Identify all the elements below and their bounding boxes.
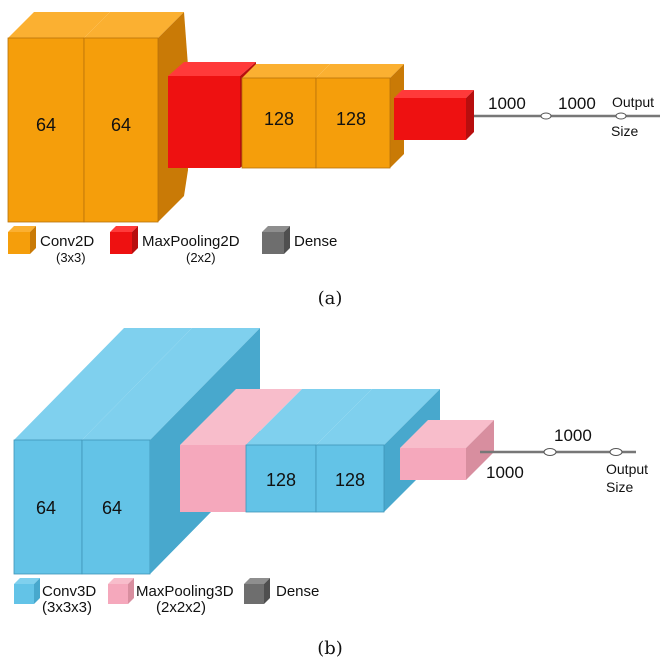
block-label-b-3: 128 (266, 470, 296, 490)
block-label-b-2: 64 (102, 498, 122, 518)
output-label-a-1: Output (612, 94, 654, 110)
conv2d-block-4: 128 (315, 64, 404, 169)
maxpool3d-block-2 (400, 420, 494, 480)
dense-label-b-2: 1000 (554, 426, 592, 445)
block-label-a-4: 128 (336, 109, 366, 129)
block-label-b-4: 128 (335, 470, 365, 490)
legend-b-sub-2: (2x2x2) (156, 599, 206, 616)
legend-a-sub-2: (2x2) (186, 250, 216, 265)
diagram-a: 64 64 128 128 (7, 12, 660, 309)
legend-a-label-1: Conv2D (40, 233, 94, 250)
legend-b: Conv3D (3x3x3) MaxPooling3D (2x2x2) Dens… (14, 578, 319, 616)
legend-dense-icon-b (244, 578, 270, 604)
diagram-b: 64 64 128 128 (13, 328, 648, 659)
conv2d-block-3: 128 (241, 64, 330, 169)
block-label-a-1: 64 (36, 115, 56, 135)
dense-label-a-1: 1000 (488, 94, 526, 113)
maxpool2d-block-2 (394, 90, 474, 140)
caption-b: (b) (317, 638, 343, 659)
legend-maxpool3d-icon (108, 578, 134, 604)
legend-a-sub-1: (3x3) (56, 250, 86, 265)
dense-label-b-1: 1000 (486, 463, 524, 482)
output-label-b-1: Output (606, 461, 648, 477)
legend-b-label-1: Conv3D (42, 583, 96, 600)
legend-b-label-3: Dense (276, 583, 319, 600)
legend-conv2d-icon (8, 226, 36, 254)
legend-a: Conv2D (3x3) MaxPooling2D (2x2) Dense (8, 226, 337, 265)
block-label-b-1: 64 (36, 498, 56, 518)
legend-conv3d-icon (14, 578, 40, 604)
output-label-b-2: Size (606, 479, 633, 495)
dense-node-b-2 (609, 448, 623, 456)
legend-a-label-2: MaxPooling2D (142, 233, 240, 250)
conv3d-block-1: 64 (13, 328, 192, 575)
dense-node-a-2 (615, 112, 627, 120)
conv2d-block-1: 64 (7, 12, 110, 223)
dense-node-a-1 (540, 112, 552, 120)
dense-label-a-2: 1000 (558, 94, 596, 113)
output-label-a-2: Size (611, 123, 638, 139)
legend-b-sub-1: (3x3x3) (42, 599, 92, 616)
block-label-a-3: 128 (264, 109, 294, 129)
legend-a-label-3: Dense (294, 233, 337, 250)
caption-a: (a) (318, 288, 343, 309)
dense-node-b-1 (543, 448, 557, 456)
legend-b-label-2: MaxPooling3D (136, 583, 234, 600)
legend-dense-icon-a (262, 226, 290, 254)
legend-maxpool2d-icon (110, 226, 138, 254)
maxpool3d-block-1 (180, 389, 302, 512)
block-label-a-2: 64 (111, 115, 131, 135)
